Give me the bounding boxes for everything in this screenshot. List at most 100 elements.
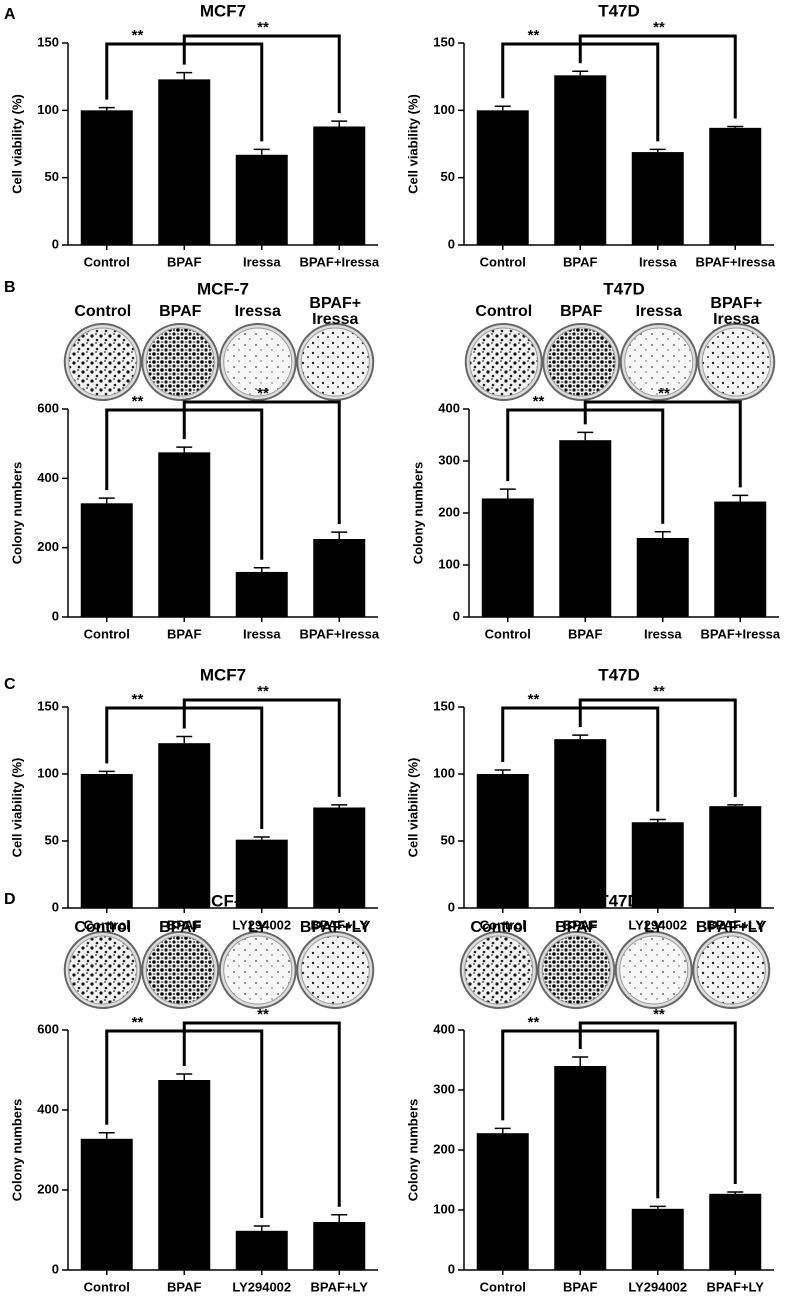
x-tick-label: LY294002: [628, 1279, 687, 1294]
dish-label: Iressa: [636, 303, 682, 320]
y-tick-label: 150: [433, 34, 455, 49]
y-tick-label: 50: [45, 169, 59, 184]
x-tick-label: Control: [84, 1279, 130, 1294]
y-tick-label: 100: [433, 1201, 455, 1216]
bar: [235, 839, 288, 908]
x-tick-label: BPAF+Iressa: [700, 626, 780, 641]
dish-label: Iressa: [312, 311, 358, 328]
y-tick-label: 200: [37, 539, 59, 554]
y-tick-label: 400: [37, 470, 59, 485]
significance-label: **: [257, 683, 269, 700]
panel-label: B: [4, 279, 16, 296]
dish-label: Control: [74, 919, 131, 936]
bar: [476, 110, 529, 245]
colony-dish-inner: [619, 935, 689, 1005]
x-tick-label: BPAF+LY: [707, 1279, 765, 1294]
x-tick-label: BPAF+LY: [311, 1279, 369, 1294]
y-axis-label: Cell viability (%): [405, 94, 420, 194]
significance-label: **: [533, 393, 545, 410]
x-tick-label: Iressa: [243, 626, 281, 641]
significance-label: **: [132, 27, 144, 44]
x-tick-label: BPAF+Iressa: [695, 254, 775, 269]
dish-label: BPAF: [555, 919, 598, 936]
colony-dish-inner: [696, 935, 766, 1005]
bar: [313, 539, 366, 617]
significance-bracket: [182, 698, 341, 797]
y-tick-label: 600: [37, 400, 59, 415]
significance-bracket: [182, 400, 341, 525]
x-tick-label: BPAF: [167, 254, 201, 269]
bar: [631, 1208, 684, 1270]
y-axis-label: Colony numbers: [410, 462, 425, 565]
bar: [554, 739, 607, 908]
significance-label: **: [653, 1006, 665, 1023]
y-tick-label: 0: [52, 608, 59, 623]
y-tick-label: 400: [433, 1021, 455, 1036]
bar: [235, 571, 288, 617]
dish-label: BPAF+: [710, 295, 762, 312]
y-tick-label: 100: [37, 765, 59, 780]
x-tick-label: BPAF: [167, 1279, 201, 1294]
colony-dish-inner: [223, 327, 293, 397]
y-tick-label: 100: [433, 765, 455, 780]
x-tick-label: BPAF: [563, 254, 597, 269]
panel-label: D: [4, 891, 16, 908]
dish-label: LY: [644, 919, 663, 936]
colony-dish-inner: [68, 935, 138, 1005]
dish-label: BPAF+LY: [696, 919, 767, 936]
chart-title: T47D: [598, 1, 640, 20]
colony-dish-inner: [546, 327, 616, 397]
significance-label: **: [528, 1014, 540, 1031]
y-tick-label: 0: [453, 608, 460, 623]
x-tick-label: BPAF: [568, 626, 602, 641]
y-tick-label: 200: [37, 1181, 59, 1196]
y-axis-label: Cell viability (%): [9, 94, 24, 194]
colony-dish-inner: [469, 327, 539, 397]
bar: [80, 774, 133, 908]
y-axis-label: Colony numbers: [9, 462, 24, 565]
y-tick-label: 200: [438, 504, 460, 519]
y-tick-label: 0: [52, 236, 59, 251]
x-tick-label: Control: [480, 1279, 526, 1294]
dish-label: Control: [470, 919, 527, 936]
y-tick-label: 300: [433, 1081, 455, 1096]
dish-label: BPAF: [159, 919, 202, 936]
bar: [80, 110, 133, 245]
y-axis-label: Cell viability (%): [9, 758, 24, 858]
significance-bracket: [182, 34, 341, 114]
bar: [158, 1080, 211, 1270]
dish-label: Iressa: [713, 311, 759, 328]
chart-title: MCF-7: [197, 891, 249, 910]
x-tick-label: Control: [84, 254, 130, 269]
y-tick-label: 0: [448, 1261, 455, 1276]
bar: [235, 1230, 288, 1270]
y-tick-label: 0: [448, 899, 455, 914]
colony-dish-inner: [624, 327, 694, 397]
y-tick-label: 400: [37, 1101, 59, 1116]
bar: [158, 452, 211, 617]
significance-bracket: [578, 34, 737, 119]
x-tick-label: Control: [84, 626, 130, 641]
x-tick-label: BPAF+Iressa: [299, 254, 379, 269]
x-tick-label: Iressa: [243, 254, 281, 269]
significance-label: **: [528, 27, 540, 44]
bar: [631, 152, 684, 245]
bar: [554, 1066, 607, 1270]
y-tick-label: 150: [37, 34, 59, 49]
x-tick-label: Control: [480, 917, 526, 932]
colony-dish-inner: [300, 327, 370, 397]
panel-label: A: [4, 6, 16, 23]
x-tick-label: Control: [480, 254, 526, 269]
bar: [80, 1138, 133, 1270]
chart-title: T47D: [598, 665, 640, 684]
bar: [476, 774, 529, 908]
significance-label: **: [132, 691, 144, 708]
significance-label: **: [257, 385, 269, 402]
colony-dish-inner: [464, 935, 534, 1005]
bar: [313, 126, 366, 245]
colony-dish-inner: [68, 327, 138, 397]
x-tick-label: BPAF: [563, 1279, 597, 1294]
bar: [709, 127, 762, 245]
y-tick-label: 0: [52, 1261, 59, 1276]
dish-label: BPAF: [159, 303, 202, 320]
